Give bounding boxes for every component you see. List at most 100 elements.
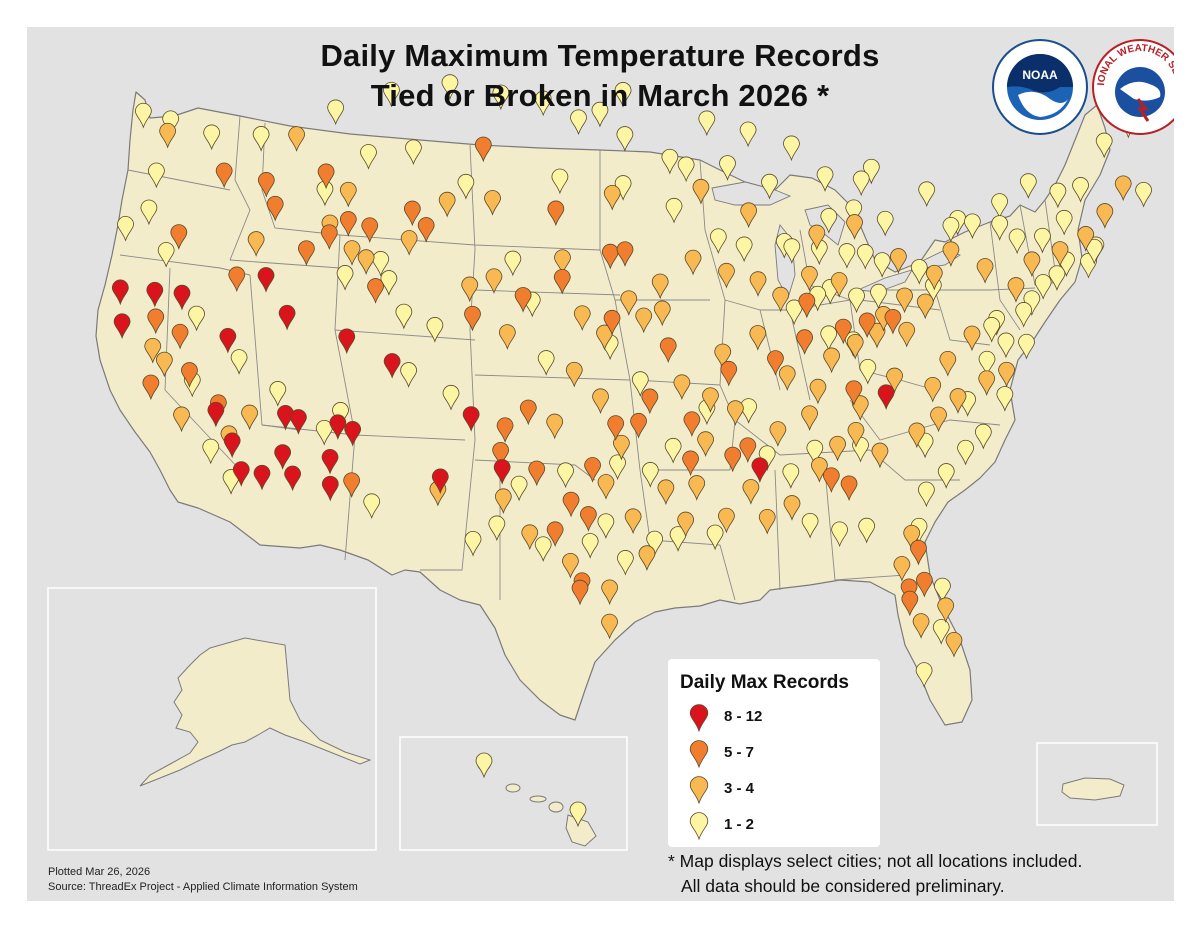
record-marker-3-4	[772, 286, 790, 313]
record-marker-1-2	[782, 463, 800, 489]
map-title-line2: Tied or Broken in March 2026 *	[370, 78, 830, 113]
record-marker-1-2	[134, 102, 152, 129]
alaska-inset	[47, 587, 377, 851]
record-marker-1-2	[1135, 182, 1152, 208]
record-marker-5-7	[297, 240, 315, 266]
record-marker-3-4	[758, 509, 776, 535]
record-marker-1-2	[441, 74, 459, 100]
record-marker-5-7	[579, 506, 597, 532]
record-marker-1-2	[852, 170, 870, 197]
hawaii-inset	[399, 736, 628, 851]
record-marker-8-12	[284, 465, 301, 492]
record-marker-3-4	[657, 479, 675, 506]
record-marker-1-2	[1008, 228, 1026, 255]
record-marker-1-2	[942, 217, 960, 243]
record-marker-5-7	[320, 224, 338, 251]
record-marker-5-7	[367, 278, 384, 304]
record-marker-3-4	[573, 305, 591, 332]
record-marker-1-2	[188, 305, 205, 332]
record-marker-5-7	[403, 200, 421, 227]
record-marker-3-4	[916, 293, 934, 320]
record-marker-1-2	[974, 423, 992, 450]
record-marker-3-4	[677, 511, 695, 538]
record-marker-3-4	[978, 370, 996, 397]
record-marker-8-12	[111, 279, 129, 306]
record-marker-3-4	[554, 249, 571, 276]
record-marker-5-7	[915, 571, 933, 598]
plotted-date: Plotted Mar 26, 2026	[48, 866, 151, 878]
record-marker-3-4	[809, 378, 827, 405]
record-marker-1-2	[1072, 177, 1089, 203]
record-marker-5-7	[796, 329, 814, 355]
record-marker-5-7	[630, 413, 647, 439]
record-marker-1-2	[1055, 209, 1073, 236]
legend-marker-icon	[689, 740, 709, 769]
record-marker-1-2	[457, 174, 475, 200]
record-marker-3-4	[684, 249, 702, 276]
record-marker-3-4	[942, 241, 960, 268]
record-marker-3-4	[343, 240, 361, 266]
record-marker-1-2	[806, 439, 824, 466]
alaska-landmass	[139, 637, 372, 787]
record-marker-1-2	[641, 462, 659, 488]
record-marker-1-2	[614, 82, 632, 108]
record-marker-1-2	[978, 350, 996, 377]
record-marker-1-2	[581, 533, 599, 559]
record-marker-3-4	[925, 264, 943, 291]
record-marker-1-2	[534, 90, 552, 117]
record-marker-3-4	[173, 406, 190, 433]
record-marker-8-12	[278, 304, 296, 331]
record-marker-1-2	[838, 243, 856, 269]
record-marker-1-2	[983, 317, 1001, 343]
legend-box: Daily Max Records 8 - 12 5 - 7 3 - 4 1 - 2	[668, 659, 880, 847]
record-marker-1-2	[426, 317, 444, 343]
footnote-line1: * Map displays select cities; not all lo…	[668, 851, 1083, 871]
record-marker-1-2	[1015, 302, 1033, 328]
record-marker-1-2	[315, 420, 333, 446]
record-marker-1-2	[327, 99, 345, 126]
record-marker-1-2	[876, 210, 894, 237]
record-marker-1-2	[996, 386, 1014, 412]
record-marker-3-4	[939, 351, 957, 377]
record-marker-1-2	[570, 109, 587, 136]
record-marker-5-7	[142, 374, 160, 401]
record-marker-5-7	[798, 292, 816, 319]
record-marker-5-7	[147, 308, 165, 335]
record-marker-3-4	[998, 361, 1015, 388]
record-marker-1-2	[739, 121, 757, 148]
record-marker-1-2	[383, 81, 400, 108]
record-marker-1-2	[706, 524, 724, 551]
record-marker-5-7	[361, 217, 379, 244]
record-marker-5-7	[910, 539, 927, 566]
record-marker-3-4	[653, 300, 671, 327]
record-marker-3-4	[562, 553, 579, 579]
record-marker-3-4	[673, 374, 691, 401]
record-marker-3-4	[778, 365, 796, 391]
record-marker-1-2	[934, 577, 951, 604]
record-marker-3-4	[159, 122, 177, 149]
record-marker-8-12	[223, 432, 241, 459]
record-marker-1-2	[816, 166, 834, 193]
record-marker-1-2	[405, 139, 422, 166]
record-marker-1-2	[252, 126, 270, 152]
record-marker-1-2	[957, 439, 974, 466]
record-marker-1-2	[698, 110, 716, 137]
record-marker-8-12	[146, 281, 164, 308]
record-marker-1-2	[269, 381, 287, 407]
record-marker-3-4	[613, 434, 630, 461]
record-marker-1-2	[677, 156, 695, 183]
record-marker-8-12	[274, 444, 292, 470]
record-marker-3-4	[801, 405, 819, 431]
record-marker-3-4	[521, 524, 539, 551]
record-marker-1-2	[140, 199, 158, 226]
record-marker-1-2	[616, 126, 634, 152]
record-marker-5-7	[417, 217, 435, 243]
record-marker-3-4	[357, 249, 375, 275]
record-marker-1-2	[1034, 274, 1052, 300]
record-marker-5-7	[607, 415, 625, 441]
record-marker-3-4	[1096, 203, 1114, 229]
record-marker-1-2	[859, 359, 877, 385]
record-marker-5-7	[514, 287, 532, 313]
record-marker-1-2	[372, 251, 390, 277]
record-markers	[111, 74, 1152, 828]
